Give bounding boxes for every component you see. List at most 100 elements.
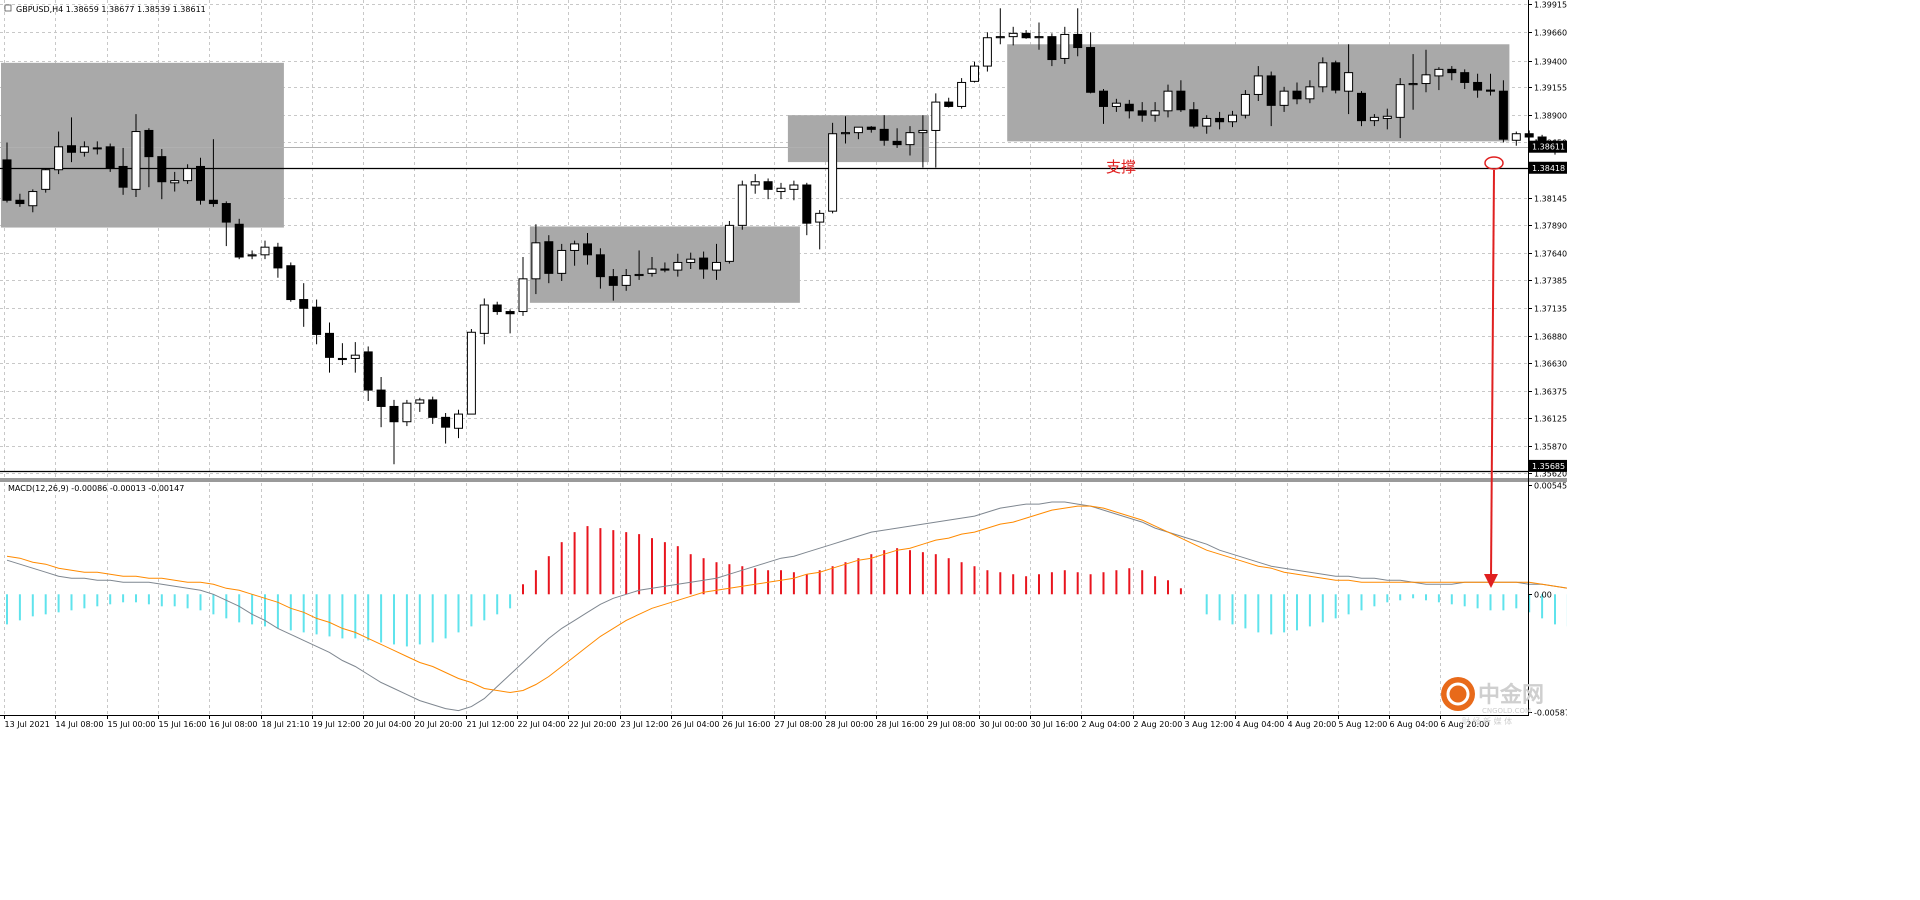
bearish-candle [1447, 68, 1457, 74]
bullish-candle [1111, 102, 1121, 107]
time-axis-tick-label: 6 Aug 20:00 [1441, 720, 1490, 729]
bearish-candle [699, 257, 709, 270]
time-axis-tick-label: 20 Jul 20:00 [415, 720, 463, 729]
time-axis-tick-label: 22 Jul 20:00 [569, 720, 617, 729]
bearish-candle [1473, 81, 1483, 91]
bullish-candle [1163, 90, 1173, 112]
bullish-candle [1008, 32, 1018, 38]
current-price-circle [1484, 156, 1504, 170]
time-axis-tick-label: 15 Jul 00:00 [108, 720, 156, 729]
price-tick-label: 1.38145 [1534, 195, 1567, 204]
time-axis-tick-label: 22 Jul 04:00 [518, 720, 566, 729]
bearish-candle [299, 299, 309, 309]
bullish-candle [454, 413, 463, 429]
bullish-candle [1305, 86, 1315, 100]
price-tick-label: 1.39155 [1534, 84, 1567, 93]
bearish-candle [1486, 89, 1495, 92]
bullish-candle [415, 399, 425, 404]
panel-separator[interactable] [0, 478, 1567, 482]
bearish-candle [763, 181, 773, 190]
bearish-candle [1086, 47, 1096, 93]
annotation-arrowhead-icon [1484, 574, 1498, 588]
bearish-candle [1215, 117, 1225, 123]
watermark-logo-icon [1441, 677, 1475, 711]
time-axis-tick-label: 6 Aug 04:00 [1390, 720, 1439, 729]
bearish-candle [660, 268, 670, 271]
price-label-box [1529, 161, 1567, 174]
bullish-candle [479, 304, 489, 334]
macd-histogram [6, 526, 1608, 647]
bearish-candle [944, 101, 954, 107]
consolidation-zone [1, 62, 284, 228]
time-axis-tick-label: 27 Jul 08:00 [775, 720, 823, 729]
time-axis-tick-label: 4 Aug 04:00 [1236, 720, 1285, 729]
bullish-candle [1344, 72, 1354, 92]
price-tick-label: 1.37385 [1534, 277, 1567, 286]
bearish-candle [1176, 90, 1186, 111]
time-axis-tick-label: 30 Jul 16:00 [1031, 720, 1079, 729]
time-axis-tick-label: 4 Aug 20:00 [1288, 720, 1337, 729]
time-axis-tick-label: 2 Aug 04:00 [1082, 720, 1131, 729]
bearish-candle [1331, 62, 1341, 91]
support-annotation: 支撑 [1106, 158, 1136, 176]
bearish-candle [595, 254, 605, 278]
bearish-candle [221, 203, 231, 223]
price-label-text: 1.38418 [1532, 164, 1565, 173]
time-axis: 13 Jul 2021 14 Jul 08:00 15 Jul 00:00 15 Ju… [4, 715, 1490, 729]
bullish-candle [92, 147, 102, 150]
price-label-text: 1.38611 [1532, 143, 1565, 152]
bullish-candle [1060, 33, 1070, 59]
price-label-text: 1.35685 [1532, 462, 1565, 471]
time-axis-tick-label: 28 Jul 16:00 [877, 720, 925, 729]
bearish-candle [608, 276, 618, 286]
bullish-candle [518, 278, 528, 313]
price-tick-label: 1.36630 [1534, 360, 1567, 369]
chart-window[interactable]: 1.39915 1.39660 1.39400 1.39155 1.38900 1.386… [0, 0, 1608, 734]
time-axis-tick-label: 13 Jul 2021 [5, 720, 50, 729]
bearish-candle [1047, 36, 1057, 61]
time-axis-tick-label: 16 Jul 08:00 [210, 720, 258, 729]
candlestick-series [2, 8, 1560, 465]
bullish-candle [247, 254, 257, 257]
bullish-candle [970, 65, 979, 82]
bearish-candle [1357, 92, 1366, 122]
bullish-candle [982, 37, 992, 67]
bearish-candle [1124, 103, 1134, 112]
time-axis-tick-label: 28 Jul 00:00 [826, 720, 874, 729]
macd-tick-label: 0.00 [1534, 591, 1552, 600]
bearish-candle [1524, 133, 1534, 138]
chart-canvas[interactable]: 1.39915 1.39660 1.39400 1.39155 1.38900 1.386… [0, 0, 1608, 734]
macd-grid [4, 483, 1441, 715]
price-tick-label: 1.37135 [1534, 305, 1567, 314]
bearish-candle [441, 416, 451, 428]
watermark-logo-swirl-icon [1446, 682, 1470, 706]
bearish-candle [1460, 72, 1470, 83]
bearish-candle [15, 199, 25, 205]
watermark-logo: 中金网 CNGOLD.COM 财 经 新 媒 体 [1441, 677, 1544, 726]
macd-signal-line [6, 505, 1594, 694]
price-tick-label: 1.36880 [1534, 333, 1567, 342]
bearish-candle [337, 357, 347, 361]
bullish-candle [815, 212, 825, 223]
macd-scale: 0.00545 0.00 -0.00587 [1528, 482, 1570, 718]
bearish-candle [105, 146, 115, 169]
bearish-candle [286, 265, 296, 301]
time-axis-tick-label: 15 Jul 16:00 [159, 720, 207, 729]
bearish-candle [866, 126, 876, 130]
macd-header: MACD(12,26,9) -0.00086 -0.00013 -0.00147 [8, 484, 184, 493]
bullish-candle [853, 126, 863, 134]
bearish-candle [208, 199, 218, 205]
bullish-candle [789, 184, 799, 190]
bearish-candle [1292, 90, 1302, 100]
bearish-candle [1073, 33, 1083, 49]
bearish-candle [1189, 109, 1199, 127]
bullish-candle [131, 131, 141, 190]
time-axis-tick-label: 5 Aug 12:00 [1339, 720, 1388, 729]
bullish-candle [170, 180, 180, 184]
bullish-candle [350, 354, 360, 359]
bullish-candle [995, 36, 1005, 39]
time-axis-tick-label: 20 Jul 04:00 [364, 720, 412, 729]
bearish-candle [376, 389, 386, 407]
bullish-candle [957, 81, 967, 107]
bullish-candle [79, 146, 89, 153]
